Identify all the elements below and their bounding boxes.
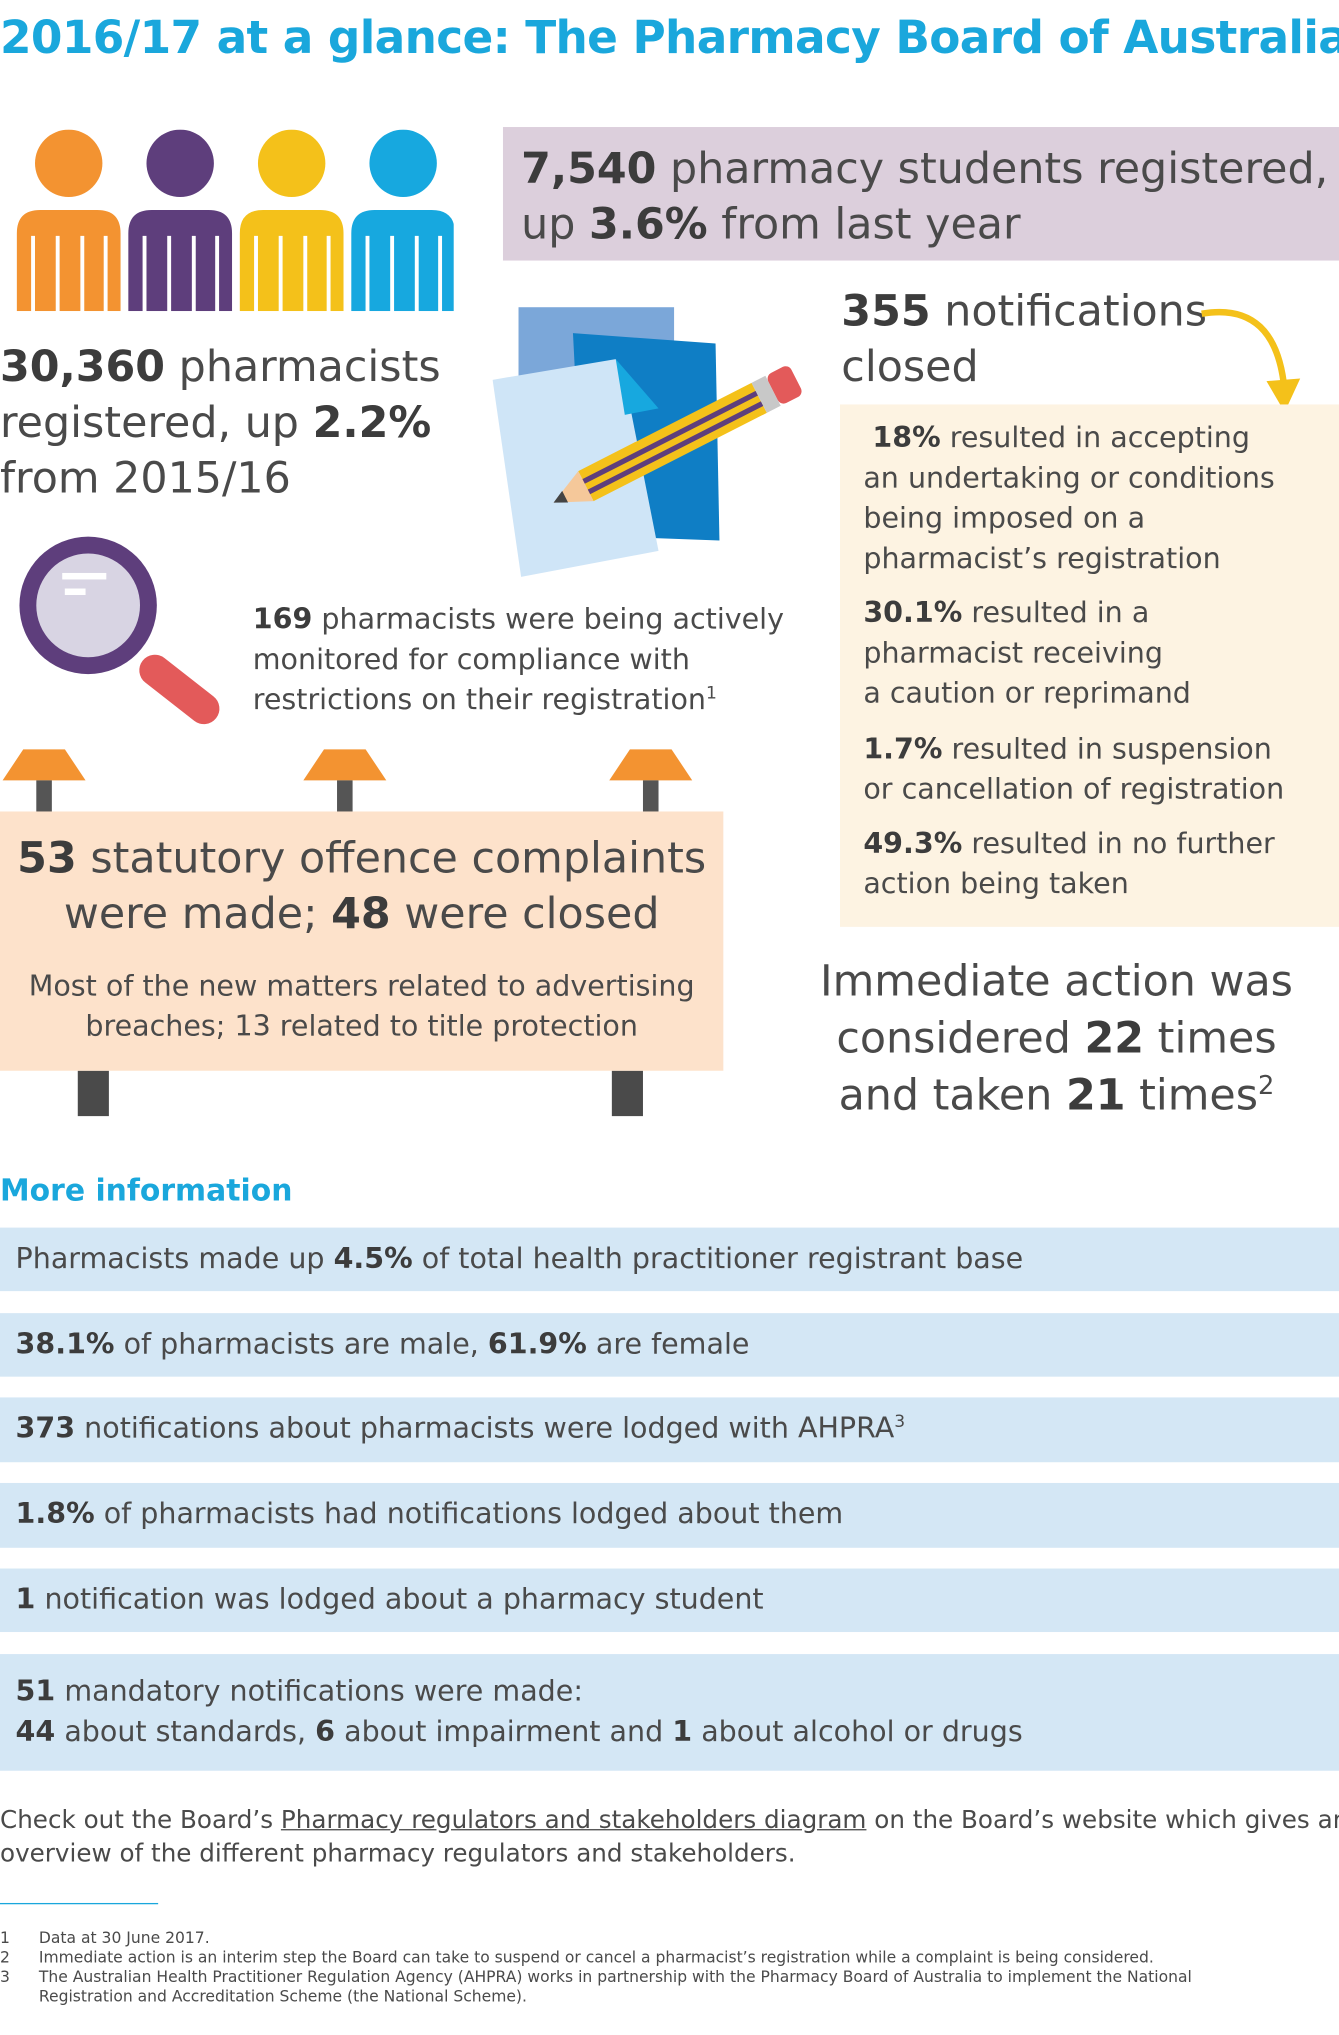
people-icons [16, 129, 454, 312]
offences-box [0, 811, 724, 1071]
page-title: 2016/17 at a glance: The Pharmacy Board … [0, 12, 1339, 65]
more-information-heading: More information [0, 1174, 293, 1209]
info-row: 1 notification was lodged about a pharma… [0, 1568, 1339, 1633]
offences-heading: 53 statutory offence complaints were mad… [17, 832, 707, 939]
signposts [2, 749, 693, 1117]
magnifier-icon [19, 536, 220, 725]
notifications-text: 355 notifications closed [841, 285, 1208, 392]
outcome-18: 18% resulted in accepting an undertaking… [863, 422, 1275, 576]
outcomes-box [840, 404, 1339, 927]
info-row: 1.8% of pharmacists had notifications lo… [0, 1482, 1339, 1548]
footnote: 1 Data at 30 June 2017. [0, 1928, 210, 1948]
stakeholders-diagram-link[interactable]: Pharmacy regulators and stakeholders dia… [280, 1805, 867, 1835]
outcome-49: 49.3% resulted in no further action bein… [863, 828, 1275, 901]
lamp-icon [2, 749, 86, 812]
info-row: 38.1% of pharmacists are male, 61.9% are… [0, 1313, 1339, 1377]
footnote: 3 The Australian Health Practitioner Regu… [0, 1967, 1192, 2006]
students-text: 7,540 pharmacy students registered, up 3… [521, 142, 1329, 249]
info-row: 51 mandatory notifications were made: 44… [0, 1654, 1339, 1771]
lamp-icon [303, 749, 387, 812]
monitored-text: 169 pharmacists were being actively moni… [252, 604, 784, 717]
footnotes: 1 Data at 30 June 2017. 2 Immediate action… [0, 1929, 1339, 2007]
footnote-divider [0, 1902, 159, 1905]
students-box [502, 127, 1339, 261]
immediate-action-text: Immediate action was considered 22 times… [819, 955, 1293, 1121]
person-icon [351, 129, 454, 312]
info-row: 373 notifications about pharmacists were… [0, 1397, 1339, 1463]
info-row: Pharmacists made up 4.5% of total health… [0, 1227, 1339, 1292]
check-out-text: Check out the Board’s Pharmacy regulator… [0, 1805, 1339, 1868]
person-icon [239, 129, 344, 312]
lamp-icon [609, 749, 693, 812]
outcome-1-7: 1.7% resulted in suspension or cancellat… [863, 733, 1285, 807]
person-icon [16, 129, 121, 312]
documents-pencil-icon [492, 307, 802, 577]
pharmacists-text: 30,360 pharmacists registered, up 2.2% f… [0, 340, 441, 503]
person-icon [128, 129, 233, 312]
footnote: 2 Immediate action is an interim step the… [0, 1948, 1154, 1967]
outcome-30: 30.1% resulted in a pharmacist receiving… [863, 597, 1191, 711]
curved-arrow-icon [1201, 308, 1301, 413]
offences-sub: Most of the new matters related to adver… [28, 970, 695, 1044]
